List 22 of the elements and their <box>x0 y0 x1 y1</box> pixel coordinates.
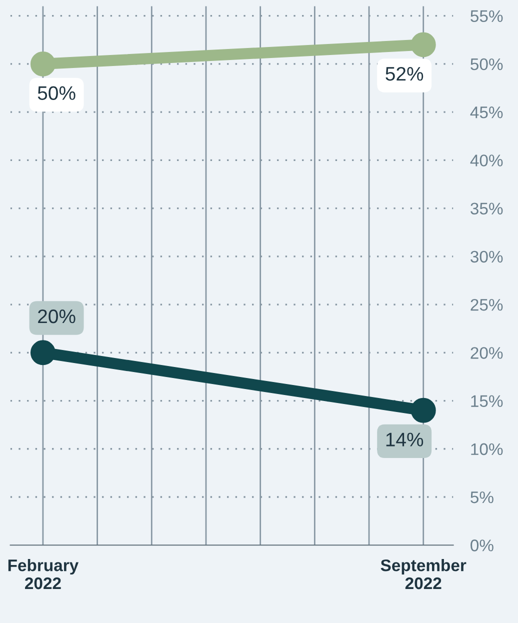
y-tick-label: 15% <box>471 395 503 407</box>
data-label: 20% <box>38 309 76 324</box>
y-tick-label: 50% <box>470 58 503 70</box>
y-tick-label: 25% <box>470 298 503 311</box>
y-tick-label: 30% <box>470 250 503 263</box>
data-label: 50% <box>38 86 76 100</box>
y-tick-label: 55% <box>470 10 503 22</box>
y-tick-label: 35% <box>470 202 503 215</box>
x-tick-label: February 2022 <box>8 559 79 590</box>
x-tick-label: September 2022 <box>380 559 466 590</box>
y-tick-label: 5% <box>470 491 494 504</box>
y-tick-label: 45% <box>470 106 503 118</box>
point <box>30 51 56 76</box>
y-tick-label: 40% <box>470 154 503 166</box>
point <box>30 340 56 366</box>
y-tick-label: 0% <box>470 540 494 552</box>
point <box>410 32 436 58</box>
data-label: 52% <box>386 66 424 81</box>
point <box>410 398 436 423</box>
y-tick-label: 20% <box>470 347 503 359</box>
y-tick-label: 10% <box>471 443 503 456</box>
data-label: 14% <box>386 432 424 446</box>
